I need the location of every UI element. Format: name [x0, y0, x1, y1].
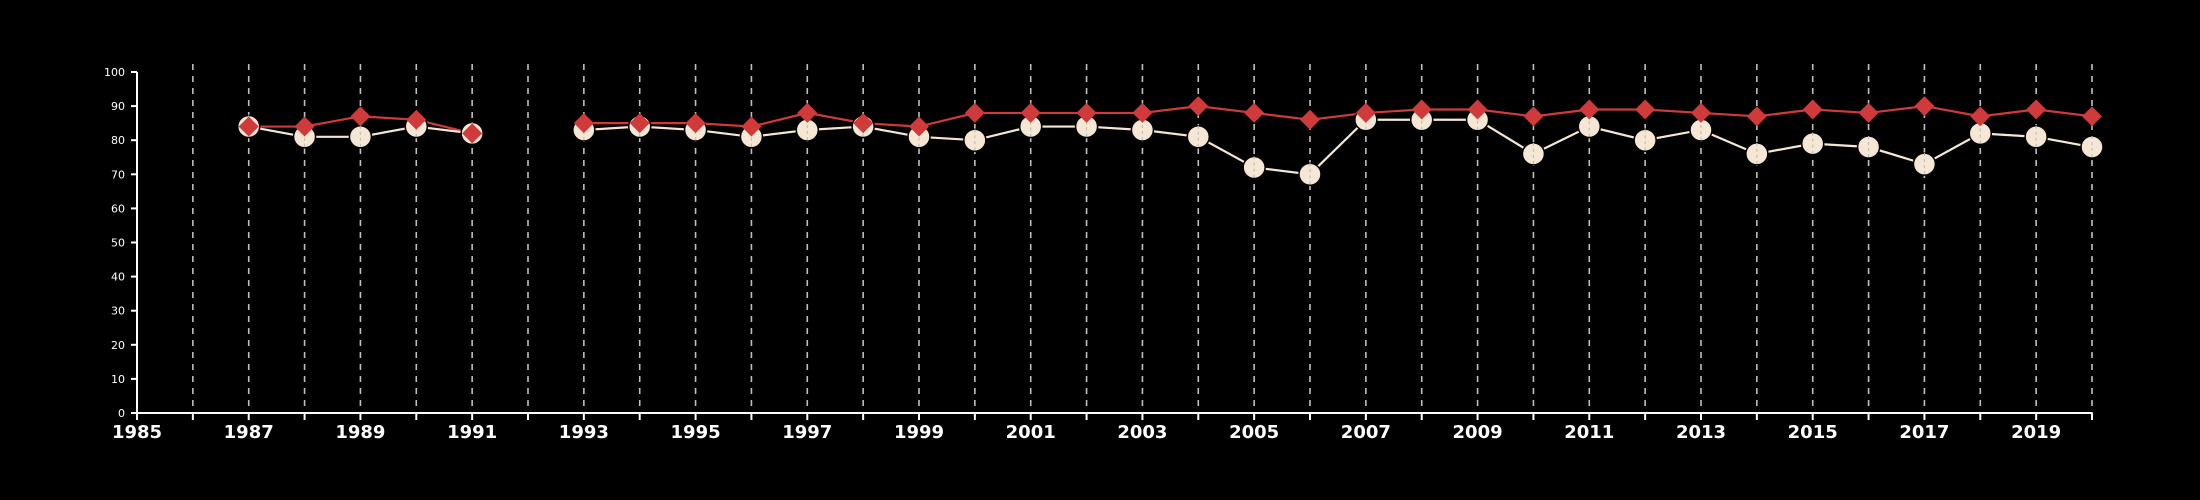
diamond-marker-1987	[238, 116, 259, 137]
diamond-marker-1988	[294, 116, 315, 137]
diamond-marker-1995	[685, 113, 706, 134]
circle-marker-2004	[1186, 125, 1211, 149]
x-tick-label-2011: 2011	[1564, 422, 1614, 443]
x-tick-label-2005: 2005	[1229, 422, 1279, 443]
diamond-marker-2004	[1188, 96, 1209, 117]
x-tick-label-2017: 2017	[1899, 422, 1949, 443]
circle-point-2010	[1521, 142, 1546, 166]
circle-point-2014	[1745, 142, 1769, 166]
diamond-marker-1997	[797, 102, 818, 123]
circle-point-2019	[2024, 125, 2048, 149]
x-tick-label-1999: 1999	[894, 422, 944, 443]
diamond-marker-2013	[1691, 102, 1711, 123]
diamond-marker-2006	[1300, 109, 1320, 130]
y-tick-label-100: 100	[104, 66, 125, 79]
circle-point-2000	[963, 128, 987, 152]
diamond-marker-2005	[1244, 102, 1265, 123]
diamond-marker-2016	[1858, 102, 1879, 123]
diamond-marker-2020	[2082, 106, 2102, 127]
diamond-marker-2007	[1355, 102, 1376, 123]
circle-marker-2019	[2024, 125, 2048, 149]
circle-point-2016	[1856, 135, 1881, 159]
circle-point-2006	[1298, 162, 1322, 187]
y-tick-label-80: 80	[111, 134, 125, 147]
grid-lines	[192, 64, 2093, 413]
diamond-marker-1991	[462, 123, 483, 144]
x-tick-label-2013: 2013	[1676, 422, 1726, 443]
diamond-marker-1994	[629, 113, 650, 134]
diamond-marker-2019	[2026, 99, 2047, 120]
diamond-marker-2008	[1411, 99, 1432, 120]
x-tick-label-2001: 2001	[1006, 422, 1056, 443]
axes: 0 10 20 30 40 50 60 70 80 90 100 1985 1987 1989 1991 19…	[104, 66, 2093, 443]
diamond-marker-2000	[964, 102, 985, 123]
diamond-marker-1990	[406, 109, 427, 130]
x-tick-label-1989: 1989	[335, 422, 385, 443]
circle-point-2015	[1800, 131, 1825, 156]
x-tick-label-1991: 1991	[447, 422, 497, 443]
diamond-marker-2015	[1802, 99, 1823, 120]
x-tick-label-1985: 1985	[112, 422, 162, 443]
x-tick-label-2015: 2015	[1788, 422, 1838, 443]
x-tick-label-1997: 1997	[782, 422, 832, 443]
diamond-marker-2009	[1467, 99, 1488, 120]
y-tick-label-70: 70	[111, 168, 125, 181]
x-tick-label-1993: 1993	[559, 422, 609, 443]
diamond-marker-2003	[1132, 102, 1153, 123]
diamond-marker-1993	[573, 113, 594, 134]
y-tick-label-10: 10	[111, 373, 125, 386]
diamond-marker-1996	[741, 116, 762, 137]
circle-point-2017	[1912, 152, 1937, 176]
y-tick-label-90: 90	[111, 100, 125, 113]
diamond-marker-2010	[1523, 106, 1544, 127]
y-tick-label-30: 30	[111, 305, 125, 318]
circle-point-2020	[2080, 135, 2104, 159]
circle-point-2012	[1633, 128, 1657, 152]
diamond-marker-2018	[1970, 106, 1991, 127]
y-tick-label-40: 40	[111, 271, 125, 284]
y-tick-label-50: 50	[111, 237, 125, 250]
x-tick-label-1995: 1995	[671, 422, 721, 443]
x-tick-label-2019: 2019	[2011, 422, 2061, 443]
series-0-line-1	[583, 104, 2093, 128]
diamond-marker-2011	[1579, 99, 1600, 120]
x-tick-label-1987: 1987	[224, 422, 274, 443]
diamond-marker-2017	[1914, 96, 1935, 117]
series-0-markers	[238, 96, 2102, 144]
x-tick-label-2007: 2007	[1341, 422, 1391, 443]
x-tick-label-2003: 2003	[1117, 422, 1167, 443]
diamond-marker-1999	[909, 116, 929, 137]
x-tick-label-2009: 2009	[1453, 422, 1503, 443]
series-1-line-1	[583, 118, 2093, 176]
diamond-marker-2002	[1076, 102, 1097, 123]
y-tick-label-0: 0	[118, 407, 125, 420]
circle-point-1989	[348, 125, 373, 149]
y-tick-label-20: 20	[111, 339, 125, 352]
circle-point-2004	[1186, 125, 1211, 149]
diamond-marker-1989	[350, 106, 371, 127]
diamond-marker-2001	[1020, 102, 1041, 123]
diamond-marker-1998	[853, 113, 874, 134]
circle-point-2005	[1242, 155, 1266, 180]
series-layer	[236, 96, 2104, 187]
y-tick-label-60: 60	[111, 202, 125, 215]
diamond-marker-2012	[1635, 99, 1656, 120]
diamond-marker-2014	[1746, 106, 1767, 127]
